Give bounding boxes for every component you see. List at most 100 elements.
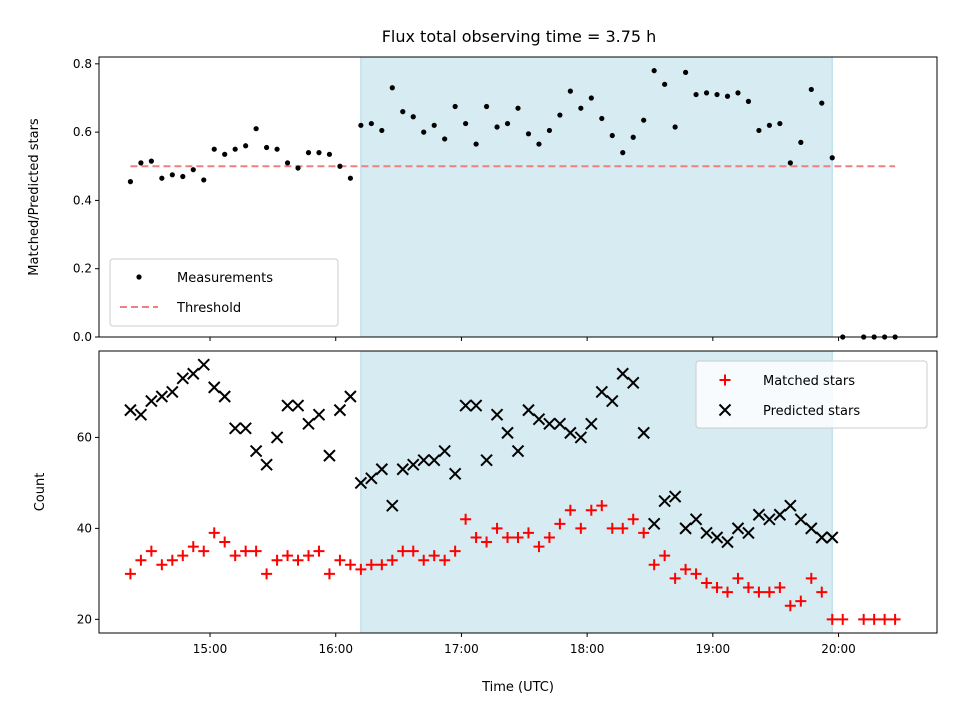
matched-star-point	[522, 527, 534, 539]
matched-star-point	[240, 545, 252, 557]
measurement-point	[504, 120, 511, 127]
measurement-point	[326, 151, 333, 157]
measurement-point	[400, 109, 406, 115]
top-legend-box	[109, 258, 339, 327]
measurement-point	[211, 146, 217, 152]
top-ytick-label: 0.2	[73, 262, 92, 276]
matched-star-point	[784, 600, 796, 612]
predicted-star-point	[752, 508, 766, 521]
measurement-point	[777, 120, 783, 127]
predicted-star-point	[270, 431, 284, 444]
bottom-xlabel: Time (UTC)	[481, 680, 554, 695]
matched-star-point	[638, 527, 650, 539]
matched-star-point	[292, 554, 304, 566]
bottom-panel-counts: 20 40 60 Count 15:00 16:00 17:00 18:00 19:00 20:0…	[33, 350, 938, 695]
matched-star-point	[659, 550, 671, 562]
measurement-point	[798, 139, 804, 145]
predicted-star-point	[354, 476, 368, 490]
measurement-point	[190, 167, 196, 173]
top-axes-frame	[98, 56, 938, 338]
predicted-star-point	[344, 390, 357, 403]
predicted-star-point	[616, 367, 629, 380]
predicted-star-point	[249, 444, 263, 458]
bottom-xtick-label: 18:00	[570, 642, 605, 656]
top-panel-ratio: 0.0 0.2 0.4 0.6 0.8 Matched/Predicted stars Me…	[27, 56, 938, 344]
measurement-point	[127, 179, 134, 185]
matched-star-point	[512, 531, 524, 543]
matched-star-point	[722, 586, 733, 598]
predicted-star-point	[176, 372, 190, 385]
measurement-point	[442, 136, 448, 142]
matched-star-point	[261, 568, 273, 580]
measurement-point	[630, 134, 636, 140]
measurement-point	[358, 122, 364, 128]
predicted-star-point	[501, 426, 514, 440]
predicted-star-point	[145, 394, 158, 408]
measurement-point	[651, 68, 657, 74]
legend-threshold-label: Threshold	[176, 301, 241, 316]
matched-star-point	[617, 522, 629, 534]
predicted-star-point	[438, 444, 451, 458]
matched-star-point	[386, 554, 398, 566]
predicted-star-point	[574, 431, 588, 444]
matched-star-point	[124, 568, 136, 580]
top-ytick-label: 0.0	[73, 330, 92, 344]
measurement-point	[180, 173, 186, 180]
matched-star-point	[543, 531, 555, 543]
predicted-star-point	[742, 526, 755, 540]
predicted-star-point	[490, 408, 504, 421]
matched-star-point	[564, 504, 576, 516]
measurement-point	[379, 127, 385, 134]
matched-star-point	[334, 554, 346, 566]
measurement-point	[536, 141, 542, 147]
measurement-point	[347, 175, 353, 181]
matched-star-point	[763, 586, 775, 598]
matched-star-point	[575, 522, 587, 534]
measurement-point	[264, 144, 270, 151]
measurement-point	[431, 122, 437, 128]
matched-star-point	[303, 550, 314, 562]
matched-star-point	[397, 545, 409, 557]
predicted-star-point	[763, 513, 776, 526]
matched-star-point	[145, 545, 157, 557]
predicted-star-point	[658, 494, 671, 508]
predicted-star-point	[323, 449, 336, 462]
top-ylabel: Matched/Predicted stars	[27, 118, 42, 276]
predicted-star-point	[124, 403, 137, 417]
matched-star-point	[449, 545, 461, 557]
predicted-star-point	[197, 358, 210, 371]
legend-measurement-marker	[136, 274, 142, 280]
matched-star-point	[177, 550, 189, 562]
matched-star-point	[753, 586, 765, 598]
measurement-point	[515, 105, 521, 111]
matched-star-point	[491, 522, 503, 534]
measurement-point	[169, 172, 175, 178]
measurement-point	[599, 115, 605, 122]
matched-star-point	[889, 613, 901, 625]
predicted-star-point	[281, 399, 294, 412]
predicted-star-point	[553, 417, 567, 430]
matched-star-point	[365, 559, 377, 571]
bottom-xtick-label: 15:00	[193, 642, 228, 656]
predicted-star-point	[679, 522, 692, 535]
matched-star-point	[460, 513, 472, 525]
predicted-star-point	[731, 522, 745, 535]
matched-star-point	[596, 500, 608, 512]
matched-star-point	[690, 568, 702, 580]
matched-star-point	[156, 559, 168, 571]
measurement-point	[620, 150, 626, 156]
matched-star-point	[858, 613, 870, 625]
matched-star-point	[680, 563, 692, 575]
matched-star-point	[837, 613, 849, 625]
measurement-point	[337, 163, 343, 169]
measurement-point	[724, 93, 731, 99]
predicted-star-point	[522, 403, 535, 417]
predicted-star-point	[794, 513, 808, 526]
measurement-point	[295, 165, 301, 171]
top-observing-window	[360, 56, 833, 338]
top-ytick-label: 0.6	[73, 125, 92, 139]
matched-star-point	[627, 513, 639, 525]
predicted-star-point	[647, 517, 661, 531]
predicted-star-point	[260, 458, 273, 471]
measurement-point	[159, 175, 165, 181]
